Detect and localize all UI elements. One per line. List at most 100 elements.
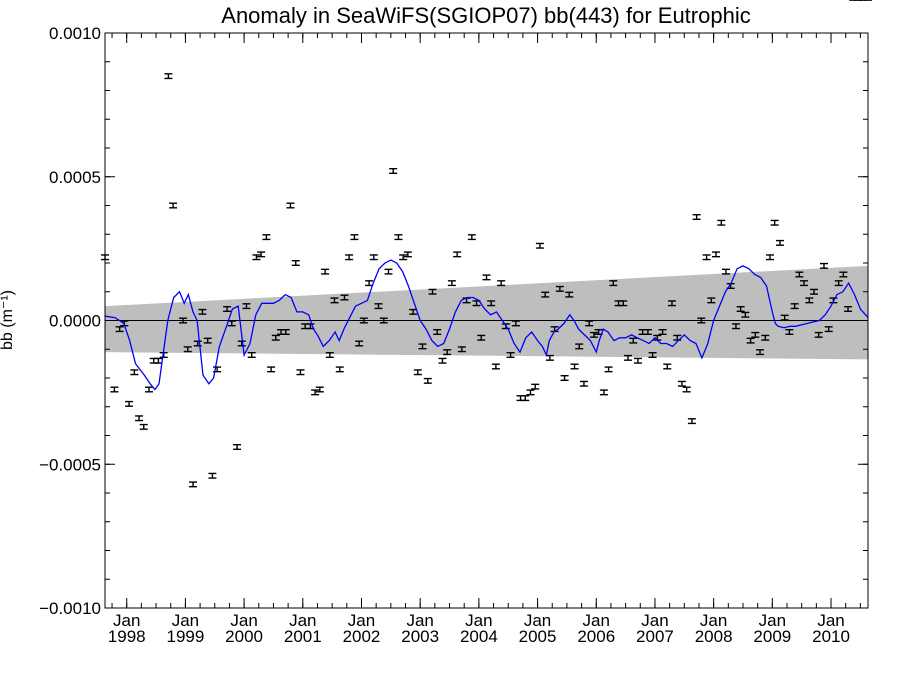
- data-point: [756, 349, 765, 356]
- data-point: [267, 366, 276, 373]
- data-point: [711, 251, 720, 258]
- data-point: [321, 268, 330, 275]
- data-point: [687, 418, 696, 425]
- y-tick-label: 0.0005: [49, 168, 101, 187]
- data-point: [663, 363, 672, 370]
- data-point: [325, 352, 334, 358]
- data-point: [403, 251, 412, 258]
- data-point: [369, 254, 378, 261]
- data-point: [311, 389, 320, 396]
- data-point: [345, 254, 354, 261]
- axes: 0.00100.00050.0000−0.0005−0.0010Jan1998J…: [39, 24, 868, 646]
- data-point: [526, 389, 535, 396]
- data-point: [237, 340, 246, 347]
- data-point: [115, 326, 124, 333]
- data-point: [658, 329, 667, 335]
- x-tick-year-label: 2010: [812, 627, 850, 646]
- data-point: [623, 354, 632, 361]
- data-point: [384, 268, 393, 275]
- data-point: [824, 326, 833, 333]
- data-point: [707, 297, 716, 304]
- data-point: [433, 329, 442, 335]
- x-tick-month-label: Jan: [641, 611, 668, 630]
- x-tick-month-label: Jan: [465, 611, 492, 630]
- data-point: [198, 308, 207, 315]
- data-point: [389, 167, 398, 175]
- data-point: [340, 294, 349, 301]
- y-axis-label: bb (m⁻¹): [0, 290, 16, 350]
- data-point: [535, 242, 544, 249]
- data-point: [423, 377, 432, 384]
- data-point: [555, 285, 564, 292]
- data-point: [453, 251, 462, 258]
- data-point: [575, 343, 584, 350]
- smoothed-anomaly-series: [104, 259, 869, 391]
- data-point: [790, 303, 799, 310]
- data-point: [761, 334, 770, 341]
- data-point: [110, 386, 119, 393]
- data-point: [814, 331, 823, 338]
- data-point: [545, 354, 554, 361]
- data-point: [506, 352, 515, 358]
- data-point: [491, 363, 500, 370]
- x-tick-month-label: Jan: [348, 611, 375, 630]
- x-tick-year-label: 2004: [460, 627, 498, 646]
- data-point: [629, 337, 638, 344]
- x-tick-year-label: 1998: [108, 627, 146, 646]
- x-tick-year-label: 1999: [166, 627, 204, 646]
- data-point: [731, 323, 740, 330]
- data-point: [413, 369, 422, 376]
- data-point: [125, 400, 134, 407]
- data-point: [751, 331, 760, 338]
- data-point: [633, 357, 642, 364]
- data-point: [579, 380, 588, 387]
- data-point: [531, 383, 540, 390]
- y-tick-label: 0.0010: [49, 24, 101, 43]
- data-point: [541, 291, 550, 298]
- data-point: [227, 320, 236, 327]
- data-point: [350, 234, 359, 241]
- data-point: [482, 274, 491, 281]
- data-point: [565, 291, 574, 298]
- y-tick-label: −0.0010: [39, 599, 101, 618]
- data-point: [257, 251, 266, 258]
- data-point: [604, 366, 613, 373]
- data-point: [130, 369, 139, 376]
- data-point: [164, 73, 173, 80]
- x-tick-month-label: Jan: [172, 611, 199, 630]
- data-point: [609, 280, 618, 287]
- y-tick-label: 0.0000: [49, 312, 101, 331]
- data-point: [203, 337, 212, 344]
- data-point: [511, 320, 520, 327]
- data-point: [736, 306, 745, 312]
- data-point: [497, 280, 506, 287]
- x-tick-month-label: Jan: [583, 611, 610, 630]
- data-point: [487, 300, 496, 307]
- data-point: [428, 288, 437, 295]
- data-point: [262, 234, 271, 241]
- data-point: [242, 303, 251, 310]
- data-point: [599, 389, 608, 396]
- x-tick-year-label: 2001: [284, 627, 322, 646]
- data-point: [839, 271, 848, 278]
- x-tick-year-label: 2007: [636, 627, 674, 646]
- data-point: [355, 340, 364, 347]
- data-point: [746, 337, 755, 344]
- data-point: [697, 317, 706, 324]
- data-point: [379, 317, 388, 324]
- data-point: [291, 260, 300, 266]
- data-point: [467, 234, 476, 241]
- data-point: [721, 268, 730, 275]
- data-point: [330, 297, 339, 304]
- y-tick-label: −0.0005: [39, 455, 101, 474]
- data-point: [359, 317, 368, 324]
- data-point: [189, 481, 198, 488]
- data-point: [780, 314, 789, 321]
- x-tick-month-label: Jan: [113, 611, 140, 630]
- x-tick-year-label: 2008: [695, 627, 733, 646]
- data-point: [585, 320, 594, 327]
- data-point: [247, 352, 256, 358]
- data-point: [271, 334, 280, 341]
- data-point: [315, 386, 324, 393]
